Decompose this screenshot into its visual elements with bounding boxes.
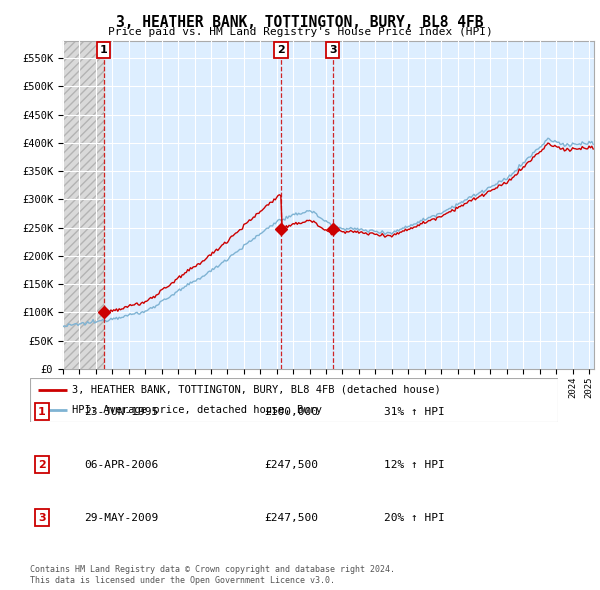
Text: 2: 2: [277, 45, 285, 55]
Text: 23-JUN-1995: 23-JUN-1995: [84, 407, 158, 417]
Bar: [63, 41, 104, 369]
Text: 12% ↑ HPI: 12% ↑ HPI: [384, 460, 445, 470]
Text: Contains HM Land Registry data © Crown copyright and database right 2024.: Contains HM Land Registry data © Crown c…: [30, 565, 395, 574]
Text: 2: 2: [38, 460, 46, 470]
Text: HPI: Average price, detached house, Bury: HPI: Average price, detached house, Bury: [72, 405, 322, 415]
Text: 20% ↑ HPI: 20% ↑ HPI: [384, 513, 445, 523]
Text: 1: 1: [38, 407, 46, 417]
Text: 06-APR-2006: 06-APR-2006: [84, 460, 158, 470]
Text: 3, HEATHER BANK, TOTTINGTON, BURY, BL8 4FB: 3, HEATHER BANK, TOTTINGTON, BURY, BL8 4…: [116, 15, 484, 30]
Text: £247,500: £247,500: [264, 513, 318, 523]
Text: £247,500: £247,500: [264, 460, 318, 470]
Text: 29-MAY-2009: 29-MAY-2009: [84, 513, 158, 523]
Text: Price paid vs. HM Land Registry's House Price Index (HPI): Price paid vs. HM Land Registry's House …: [107, 27, 493, 37]
Text: £100,000: £100,000: [264, 407, 318, 417]
Text: 1: 1: [100, 45, 107, 55]
Bar: [63, 41, 104, 369]
Text: 31% ↑ HPI: 31% ↑ HPI: [384, 407, 445, 417]
Text: 3: 3: [329, 45, 337, 55]
Text: This data is licensed under the Open Government Licence v3.0.: This data is licensed under the Open Gov…: [30, 576, 335, 585]
Text: 3: 3: [38, 513, 46, 523]
Text: 3, HEATHER BANK, TOTTINGTON, BURY, BL8 4FB (detached house): 3, HEATHER BANK, TOTTINGTON, BURY, BL8 4…: [72, 385, 441, 395]
FancyBboxPatch shape: [30, 378, 558, 422]
